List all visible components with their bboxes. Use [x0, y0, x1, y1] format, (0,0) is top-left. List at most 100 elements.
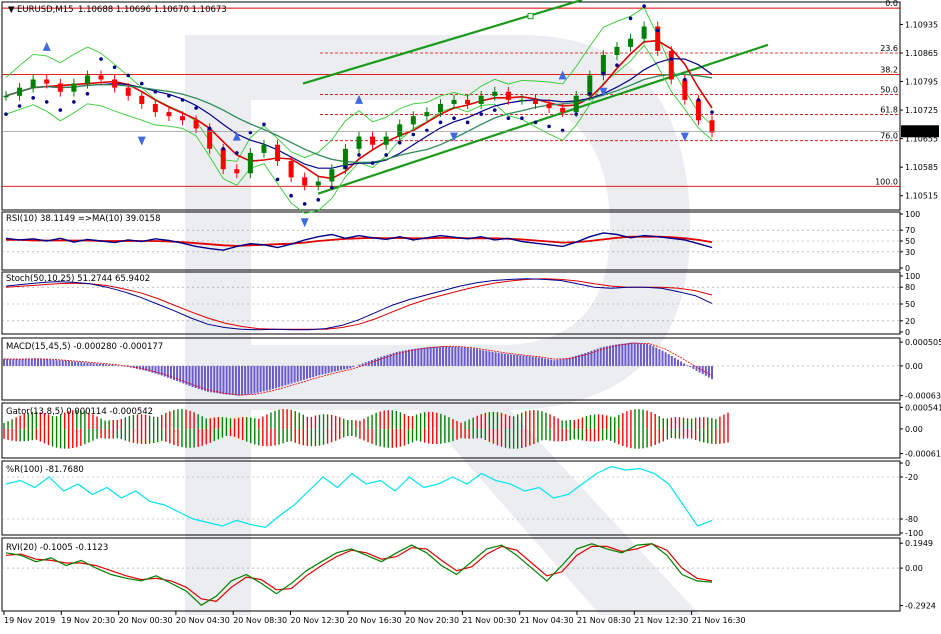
- time-tick-label: 20 Nov 00:30: [119, 616, 173, 625]
- candle-body: [112, 79, 118, 88]
- rvi-tick-label: -0.2924: [905, 601, 936, 610]
- fractal-up-arrow: [42, 41, 51, 51]
- psar-dot: [506, 116, 511, 121]
- price-frame: [1, 1, 901, 211]
- fib-label: 50.0: [880, 86, 898, 95]
- candle-body: [30, 79, 36, 88]
- rsi-tick-label: 0: [905, 264, 910, 273]
- fib-label: 0.0: [885, 0, 898, 8]
- candle-body: [275, 144, 281, 162]
- ohlc-readout: 1.10688 1.10696 1.10670 1.10673: [78, 5, 227, 15]
- candle-body: [234, 169, 240, 174]
- fractal-down-arrow: [450, 132, 459, 142]
- candle-body: [709, 120, 715, 133]
- time-tick-label: 20 Nov 04:30: [176, 616, 230, 625]
- price-tick-label: 1.10585: [905, 163, 938, 172]
- candle-body: [573, 95, 579, 113]
- trend-ma-line: [5, 73, 713, 164]
- candle-body: [628, 38, 634, 47]
- rsi-tick-label: 30: [905, 248, 915, 257]
- psar-dot: [194, 106, 198, 110]
- candle-body: [247, 152, 253, 174]
- time-tick-label: 21 Nov 12:30: [634, 616, 688, 625]
- price-panel: 0.0 23.6 38.2 50.0 61.8 76.0 100.0 1.10935 1.108…: [2, 0, 939, 228]
- fib-label: 76.0: [880, 132, 898, 141]
- candle-body: [193, 120, 199, 129]
- candle-body: [695, 99, 701, 121]
- psar-dot: [465, 120, 470, 125]
- psar-dot: [588, 91, 592, 96]
- williams-r-label: %R(100) -81.7680: [6, 465, 84, 475]
- time-tick-label: 19 Nov 2019: [4, 616, 55, 625]
- psar-dot: [207, 126, 212, 131]
- time-tick-label: 20 Nov 08:30: [233, 616, 287, 625]
- price-tick-label: 1.10515: [905, 192, 938, 201]
- candle-body: [451, 99, 457, 104]
- candle-body: [614, 46, 620, 56]
- psar-dot: [683, 77, 687, 82]
- upper-envelope: [5, 7, 713, 162]
- watermark-logo: [185, 35, 700, 615]
- candle-body: [166, 112, 172, 117]
- psar-dot: [479, 112, 483, 116]
- fractal-up-arrow: [355, 94, 363, 104]
- psar-dot: [425, 128, 429, 133]
- candle-body: [302, 177, 308, 186]
- psar-dot: [669, 57, 674, 61]
- psar-dot: [520, 116, 524, 121]
- candle-body: [383, 136, 389, 145]
- symbol-dropdown-icon[interactable]: ▼: [8, 5, 15, 15]
- psar-dot: [4, 112, 8, 116]
- fib-label: 100.0: [875, 177, 898, 186]
- candle-body: [207, 128, 213, 149]
- rsi-tick-label: 70: [905, 226, 915, 235]
- candle-body: [492, 91, 498, 96]
- macd-label: MACD(15,45,5) -0.000280 -0.000177: [6, 342, 163, 352]
- psar-dot: [180, 98, 185, 102]
- stoch-frame: [1, 271, 901, 335]
- stoch-tick-label: 80: [905, 283, 915, 292]
- candle-body: [533, 99, 538, 104]
- candle-body: [478, 95, 484, 104]
- candle-body: [546, 103, 552, 109]
- price-tick-label: 1.10655: [905, 135, 938, 144]
- time-tick-label: 21 Nov 04:30: [520, 616, 574, 625]
- time-tick-label: 20 Nov 20:30: [405, 616, 459, 625]
- fractal-down-arrow: [137, 136, 146, 146]
- gator-tick-label: 0.000541: [905, 403, 941, 412]
- psar-dot: [642, 4, 646, 8]
- psar-dot: [710, 110, 714, 114]
- upper-channel-line: [302, 0, 583, 85]
- psar-dot: [72, 100, 76, 104]
- current-price-tag: [901, 125, 939, 138]
- macd-signal-line: [3, 342, 713, 396]
- psar-dot: [438, 120, 443, 125]
- candle-body: [220, 148, 226, 170]
- psar-dot: [384, 153, 388, 157]
- fractal-down-arrow: [599, 87, 608, 97]
- wr-tick-label: -100: [905, 529, 923, 538]
- candle-body: [3, 95, 9, 98]
- symbol-label: EURUSD,M15: [17, 5, 74, 15]
- time-tick-label: 20 Nov 16:30: [348, 616, 402, 625]
- macd-tick-label: 0.000505: [905, 338, 941, 347]
- psar-dot: [112, 65, 117, 70]
- psar-dot: [411, 132, 416, 137]
- time-tick-label: 19 Nov 20:30: [61, 616, 115, 625]
- rvi-panel: 0.1949 0.00 -0.2924: [2, 539, 936, 610]
- fractal-down-arrow: [300, 218, 309, 228]
- stoch-signal-line: [5, 278, 713, 330]
- gator-tick-label: 0.00: [905, 425, 923, 434]
- psar-dot: [221, 147, 226, 151]
- psar-dot: [316, 198, 321, 202]
- price-tick-label: 1.10795: [905, 78, 938, 87]
- rsi-line: [5, 232, 713, 251]
- psar-dot: [126, 73, 130, 78]
- psar-dot: [17, 104, 22, 108]
- candle-body: [98, 75, 104, 80]
- candle-body: [315, 181, 321, 186]
- candle-body: [261, 144, 267, 153]
- candle-body: [139, 95, 145, 104]
- candle-body: [44, 79, 50, 84]
